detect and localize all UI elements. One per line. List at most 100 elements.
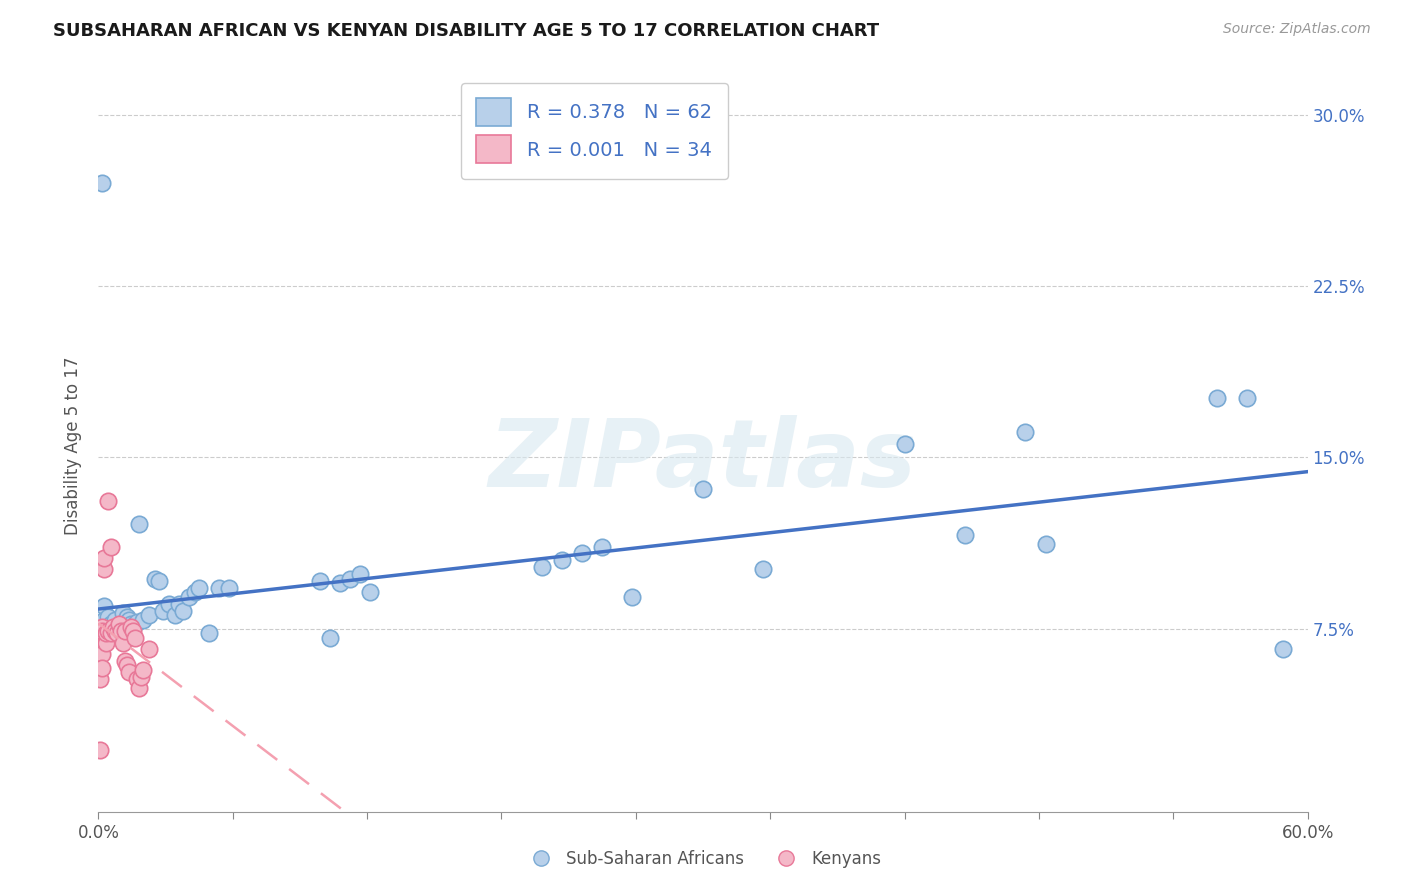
- Point: [1035, 537, 1057, 551]
- Point: [93, 551, 115, 566]
- Point: [143, 572, 166, 586]
- Point: [89, 672, 111, 686]
- Point: [132, 613, 155, 627]
- Point: [148, 574, 170, 588]
- Point: [91, 647, 114, 661]
- Point: [107, 624, 129, 639]
- Point: [198, 626, 221, 640]
- Point: [114, 617, 136, 632]
- Point: [100, 540, 122, 554]
- Point: [360, 585, 382, 599]
- Point: [125, 615, 148, 629]
- Text: Source: ZipAtlas.com: Source: ZipAtlas.com: [1223, 22, 1371, 37]
- Point: [125, 672, 148, 686]
- Point: [100, 617, 122, 632]
- Text: SUBSAHARAN AFRICAN VS KENYAN DISABILITY AGE 5 TO 17 CORRELATION CHART: SUBSAHARAN AFRICAN VS KENYAN DISABILITY …: [53, 22, 880, 40]
- Point: [1206, 391, 1229, 405]
- Point: [621, 590, 644, 604]
- Point: [121, 619, 143, 633]
- Legend: R = 0.378   N = 62, R = 0.001   N = 34: R = 0.378 N = 62, R = 0.001 N = 34: [461, 83, 727, 178]
- Point: [188, 581, 211, 595]
- Text: ZIPatlas: ZIPatlas: [489, 415, 917, 507]
- Point: [91, 624, 114, 639]
- Point: [89, 624, 111, 639]
- Point: [124, 617, 146, 632]
- Point: [120, 617, 142, 632]
- Point: [101, 622, 124, 636]
- Point: [752, 562, 775, 576]
- Point: [111, 635, 134, 649]
- Point: [97, 624, 120, 639]
- Point: [103, 624, 125, 639]
- Point: [103, 613, 125, 627]
- Point: [128, 681, 150, 696]
- Y-axis label: Disability Age 5 to 17: Disability Age 5 to 17: [65, 357, 83, 535]
- Point: [157, 597, 180, 611]
- Point: [97, 494, 120, 508]
- Point: [115, 658, 138, 673]
- Point: [118, 619, 141, 633]
- Point: [591, 540, 613, 554]
- Point: [97, 626, 120, 640]
- Point: [93, 599, 115, 613]
- Point: [179, 590, 201, 604]
- Point: [339, 572, 361, 586]
- Point: [101, 619, 124, 633]
- Point: [218, 581, 240, 595]
- Point: [111, 619, 134, 633]
- Point: [110, 624, 132, 639]
- Point: [893, 436, 915, 450]
- Point: [953, 528, 976, 542]
- Point: [100, 622, 122, 636]
- Point: [97, 610, 120, 624]
- Point: [96, 635, 118, 649]
- Point: [319, 631, 342, 645]
- Point: [1014, 425, 1036, 440]
- Point: [163, 608, 186, 623]
- Point: [118, 613, 141, 627]
- Point: [121, 624, 143, 639]
- Point: [105, 622, 128, 636]
- Point: [530, 560, 553, 574]
- Point: [138, 642, 160, 657]
- Point: [329, 576, 352, 591]
- Point: [107, 617, 129, 632]
- Point: [91, 661, 114, 675]
- Point: [1236, 391, 1258, 405]
- Point: [167, 597, 190, 611]
- Point: [138, 608, 160, 623]
- Point: [110, 617, 132, 632]
- Point: [101, 626, 124, 640]
- Point: [89, 743, 111, 757]
- Point: [129, 670, 152, 684]
- Point: [100, 626, 122, 640]
- Point: [105, 626, 128, 640]
- Point: [111, 606, 134, 620]
- Point: [120, 619, 142, 633]
- Point: [208, 581, 231, 595]
- Point: [89, 640, 111, 655]
- Point: [93, 562, 115, 576]
- Point: [107, 626, 129, 640]
- Point: [571, 546, 593, 560]
- Point: [91, 619, 114, 633]
- Point: [118, 665, 141, 680]
- Point: [184, 585, 207, 599]
- Point: [132, 663, 155, 677]
- Point: [114, 654, 136, 668]
- Point: [692, 483, 714, 497]
- Point: [172, 603, 194, 617]
- Point: [114, 624, 136, 639]
- Point: [115, 610, 138, 624]
- Point: [128, 516, 150, 531]
- Point: [152, 603, 174, 617]
- Point: [349, 567, 371, 582]
- Point: [1272, 642, 1295, 657]
- Point: [124, 631, 146, 645]
- Point: [96, 626, 118, 640]
- Point: [91, 176, 114, 190]
- Point: [309, 574, 332, 588]
- Point: [96, 619, 118, 633]
- Point: [96, 624, 118, 639]
- Point: [93, 613, 115, 627]
